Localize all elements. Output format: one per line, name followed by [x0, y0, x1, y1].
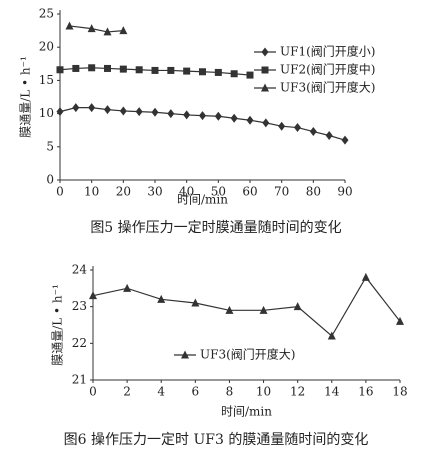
x-tick-label: 6 — [192, 385, 200, 399]
marker — [104, 64, 111, 72]
x-tick-label: 14 — [324, 385, 340, 399]
marker — [396, 316, 404, 325]
y-tick-label: 21 — [72, 373, 87, 387]
x-axis-label: 时间/min — [177, 193, 228, 207]
marker — [56, 66, 64, 74]
marker — [214, 68, 222, 76]
x-tick-label: 0 — [89, 385, 97, 399]
legend-label: UF2(阀门开度中) — [280, 62, 375, 77]
x-tick-label: 60 — [242, 185, 257, 199]
x-axis-label: 时间/min — [221, 405, 272, 419]
y-axis-label: 膜通量/L • h⁻¹ — [51, 284, 65, 366]
marker — [87, 24, 96, 33]
marker — [278, 121, 286, 131]
x-tick-label: 40 — [179, 185, 194, 199]
marker — [230, 70, 238, 78]
marker — [151, 66, 159, 74]
y-tick-label: 20 — [39, 40, 54, 54]
marker — [103, 27, 112, 36]
x-tick-label: 10 — [256, 385, 271, 399]
x-tick-label: 8 — [226, 385, 234, 399]
marker — [88, 103, 96, 113]
marker — [72, 64, 80, 72]
x-tick-label: 10 — [84, 185, 99, 199]
marker — [327, 331, 336, 340]
y-tick-label: 5 — [46, 139, 54, 153]
y-tick-label: 22 — [72, 336, 87, 350]
legend-label: UF3(阀门开度大) — [200, 347, 295, 362]
marker — [88, 64, 96, 72]
marker — [167, 66, 175, 74]
y-tick-label: 15 — [39, 73, 54, 87]
marker — [225, 305, 234, 314]
caption: 图6 操作压力一定时 UF3 的膜通量随时间的变化 — [64, 432, 369, 448]
marker — [199, 111, 206, 121]
marker — [246, 115, 254, 125]
y-tick-label: 23 — [72, 299, 87, 313]
series-line — [69, 25, 124, 33]
marker — [214, 111, 222, 121]
marker — [230, 113, 238, 123]
marker — [361, 272, 370, 281]
marker — [183, 110, 191, 120]
marker — [119, 65, 127, 73]
marker — [181, 350, 189, 359]
legend-label: UF3(阀门开度大) — [280, 80, 375, 95]
marker — [261, 66, 269, 74]
marker — [65, 21, 74, 30]
marker — [89, 291, 97, 300]
y-tick-label: 25 — [39, 7, 54, 21]
marker — [72, 103, 80, 113]
marker — [309, 127, 317, 137]
y-tick-label: 10 — [39, 106, 54, 120]
marker — [104, 105, 111, 115]
x-tick-label: 4 — [157, 385, 165, 399]
marker — [325, 131, 333, 141]
marker — [135, 107, 143, 117]
marker — [262, 118, 270, 128]
x-tick-label: 30 — [147, 185, 162, 199]
marker — [56, 107, 64, 117]
marker — [191, 298, 200, 307]
series-line — [92, 276, 401, 337]
x-tick-label: 80 — [306, 185, 321, 199]
y-tick-label: 0 — [46, 173, 54, 187]
marker — [183, 67, 191, 75]
marker — [246, 71, 254, 79]
marker — [293, 302, 302, 311]
marker — [123, 283, 132, 292]
marker — [119, 106, 127, 116]
x-tick-label: 2 — [123, 385, 131, 399]
x-tick-label: 70 — [274, 185, 289, 199]
marker — [261, 83, 269, 92]
legend-label: UF1(阀门开度小) — [280, 44, 375, 59]
marker — [199, 68, 206, 76]
marker — [261, 47, 269, 57]
x-tick-label: 18 — [392, 385, 407, 399]
x-tick-label: 12 — [290, 385, 305, 399]
x-tick-label: 20 — [116, 185, 131, 199]
marker — [294, 123, 301, 133]
marker — [341, 135, 349, 145]
marker — [157, 294, 166, 303]
marker — [167, 109, 175, 119]
x-tick-label: 0 — [56, 185, 64, 199]
y-tick-label: 24 — [72, 263, 88, 277]
x-tick-label: 16 — [358, 385, 373, 399]
marker — [119, 26, 128, 35]
caption: 图5 操作压力一定时膜通量随时间的变化 — [90, 220, 341, 236]
x-tick-label: 50 — [211, 185, 226, 199]
marker — [259, 305, 268, 314]
x-tick-label: 90 — [337, 185, 352, 199]
marker — [151, 107, 159, 117]
y-axis-label: 膜通量/L • h⁻¹ — [19, 56, 33, 138]
marker — [135, 66, 143, 74]
